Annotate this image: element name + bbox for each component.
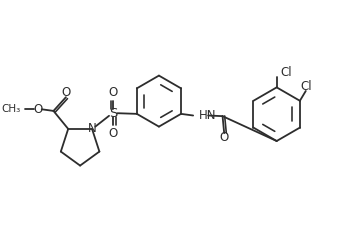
Text: CH₃: CH₃ — [1, 104, 20, 114]
Text: S: S — [109, 107, 118, 120]
Text: HN: HN — [199, 109, 217, 122]
Text: O: O — [219, 131, 229, 144]
Text: O: O — [108, 86, 118, 99]
Text: Cl: Cl — [281, 66, 292, 79]
Text: N: N — [88, 123, 96, 135]
Text: O: O — [61, 86, 71, 99]
Text: O: O — [108, 127, 118, 140]
Text: O: O — [33, 103, 42, 116]
Text: Cl: Cl — [301, 80, 312, 93]
